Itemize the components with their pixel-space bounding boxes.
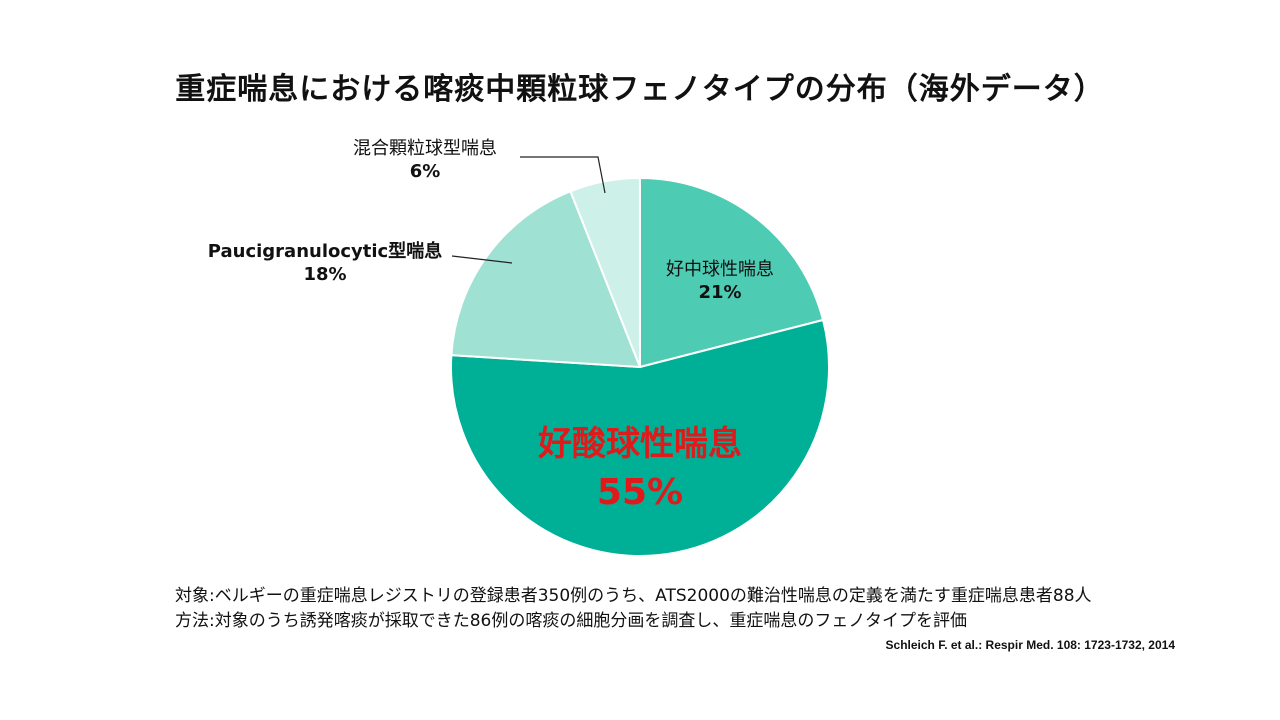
pie-slice-mixed (569, 176, 641, 368)
slice-label-mixed: 混合顆粒球型喘息 6% (325, 137, 525, 184)
slice-value-eosinophilic: 55% (596, 472, 684, 514)
slice-name-mixed: 混合顆粒球型喘息 (353, 138, 497, 159)
chart-title: 重症喘息における喀痰中顆粒球フェノタイプの分布（海外データ） (175, 72, 1105, 107)
leader-line-pauci (451, 255, 513, 264)
slice-value-neutrophilic: 21% (698, 282, 742, 304)
slice-value-mixed: 6% (409, 161, 441, 183)
study-notes: 対象:ベルギーの重症喘息レジストリの登録患者350例のうち、ATS2000の難治… (175, 584, 1175, 634)
pie-slice-paucigranulocytic (450, 189, 642, 369)
note-subjects: 対象:ベルギーの重症喘息レジストリの登録患者350例のうち、ATS2000の難治… (175, 586, 1092, 606)
slice-label-neutrophilic: 好中球性喘息 21% (640, 258, 800, 305)
note-methods: 方法:対象のうち誘発喀痰が採取できた86例の喀痰の細胞分画を調査し、重症喘息のフ… (175, 611, 968, 631)
slice-value-pauci: 18% (303, 264, 347, 286)
slice-name-pauci: Paucigranulocytic型喘息 (207, 241, 443, 262)
slice-name-eosinophilic: 好酸球性喘息 (538, 424, 742, 464)
slice-name-neutrophilic: 好中球性喘息 (666, 259, 774, 280)
pie-slice-eosinophilic (449, 318, 830, 557)
slice-label-eosinophilic: 好酸球性喘息 55% (520, 422, 760, 517)
slice-label-pauci: Paucigranulocytic型喘息 18% (190, 240, 460, 287)
pie-slice-neutrophilic (639, 176, 825, 369)
source-citation: Schleich F. et al.: Respir Med. 108: 172… (885, 638, 1175, 652)
leader-line-mixed (520, 156, 606, 194)
